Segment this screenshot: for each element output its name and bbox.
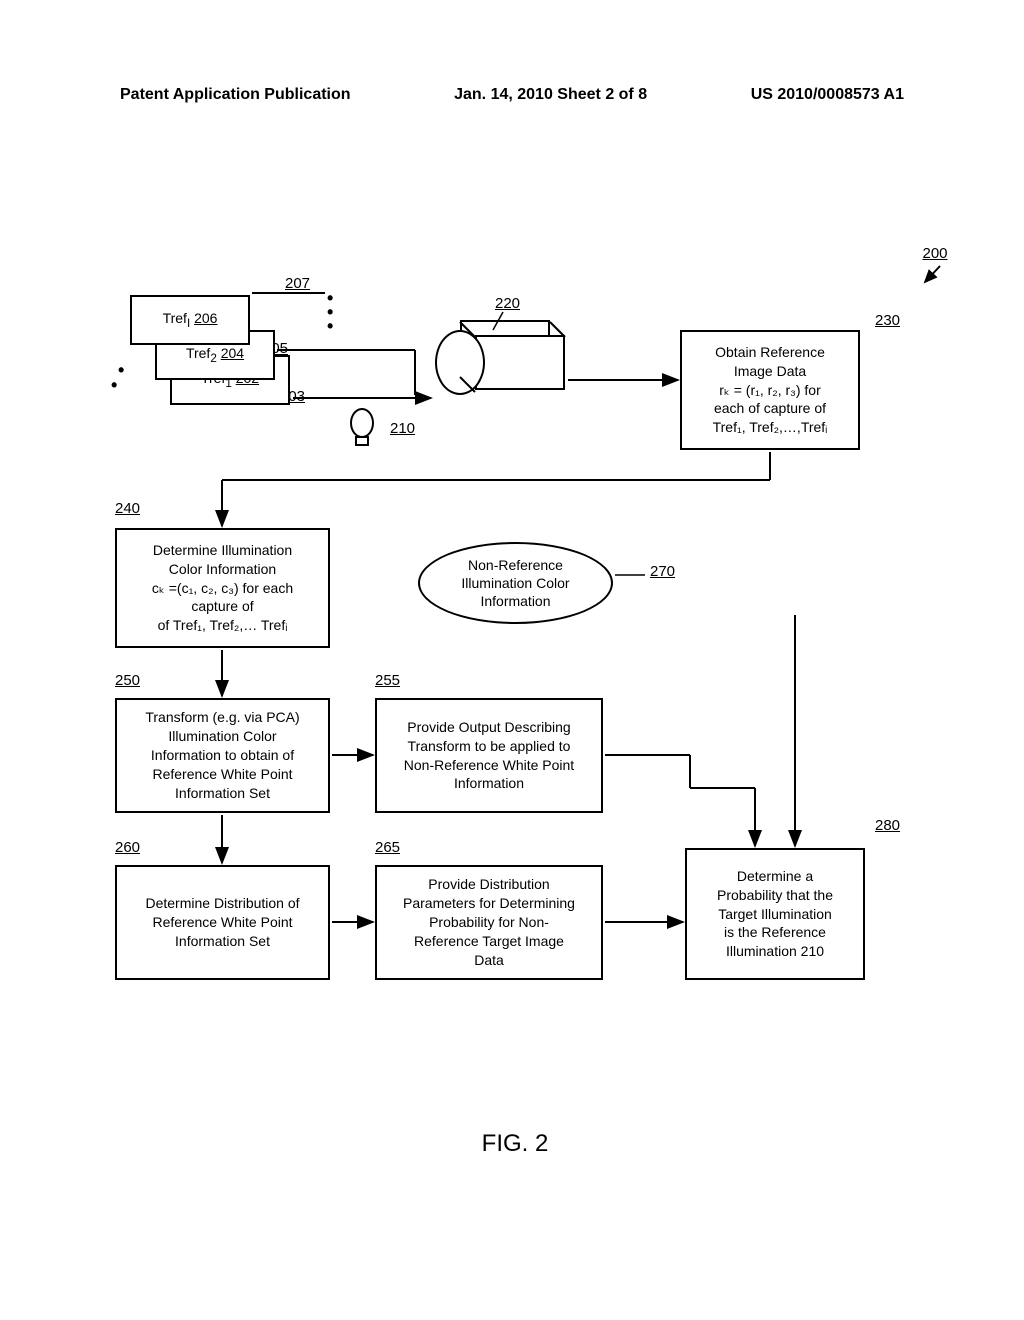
header-right: US 2010/0008573 A1 bbox=[751, 86, 904, 104]
dots-right-3: • bbox=[327, 316, 333, 337]
box-240: Determine Illumination Color Information… bbox=[115, 528, 330, 648]
ref-265: 265 bbox=[375, 839, 400, 856]
box-265: Provide Distribution Parameters for Dete… bbox=[375, 865, 603, 980]
ref-255: 255 bbox=[375, 672, 400, 689]
ref-230: 230 bbox=[875, 312, 900, 329]
box-255: Provide Output Describing Transform to b… bbox=[375, 698, 603, 813]
page-header: Patent Application Publication Jan. 14, … bbox=[0, 86, 1024, 104]
ellipse-270: Non-Reference Illumination Color Informa… bbox=[418, 542, 613, 624]
trefi-box: TrefI 206 bbox=[130, 295, 250, 345]
ref-207: 207 bbox=[285, 275, 310, 292]
box-230: Obtain Reference Image Data rₖ = (r₁, r₂… bbox=[680, 330, 860, 450]
figure-label: FIG. 2 bbox=[115, 1130, 915, 1158]
box-280: Determine a Probability that the Target … bbox=[685, 848, 865, 980]
box-250: Transform (e.g. via PCA) Illumination Co… bbox=[115, 698, 330, 813]
ref-280: 280 bbox=[875, 817, 900, 834]
ref-240: 240 bbox=[115, 500, 140, 517]
ref-200: 200 bbox=[920, 245, 950, 293]
dots-left-1: • bbox=[118, 360, 124, 381]
header-left: Patent Application Publication bbox=[120, 86, 351, 104]
ref-210: 210 bbox=[390, 420, 415, 437]
camera-icon bbox=[435, 305, 565, 420]
dots-left-2: • bbox=[111, 375, 117, 396]
ref-270: 270 bbox=[650, 563, 675, 580]
box-260: Determine Distribution of Reference Whit… bbox=[115, 865, 330, 980]
figure-2-diagram: 200 Tref1 202 Tref2 204 TrefI 206 • • • … bbox=[115, 240, 915, 1140]
ref-260: 260 bbox=[115, 839, 140, 856]
ref-250: 250 bbox=[115, 672, 140, 689]
header-center: Jan. 14, 2010 Sheet 2 of 8 bbox=[454, 86, 647, 104]
